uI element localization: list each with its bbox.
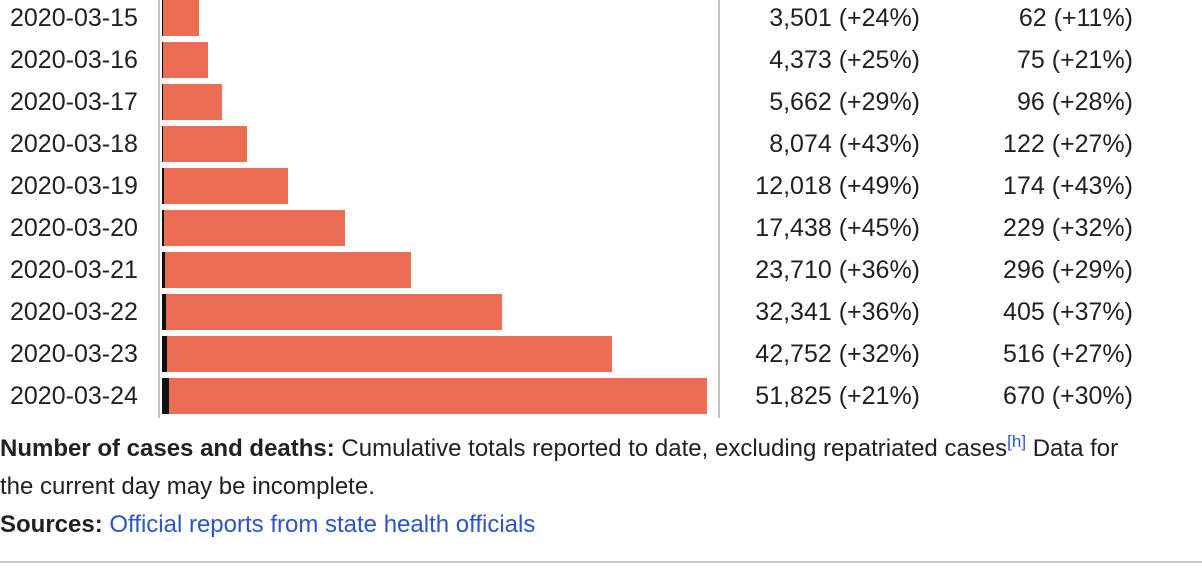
bar-chart-cell <box>162 294 503 330</box>
cases-bar-segment <box>162 42 208 78</box>
sources-line: Sources: Official reports from state hea… <box>0 506 1180 544</box>
sources-label: Sources: <box>0 511 103 538</box>
chart-column-divider <box>718 0 720 418</box>
deaths-value: 229 (+32%) <box>1003 214 1133 242</box>
date-label: 2020-03-21 <box>10 256 138 284</box>
table-row: 2020-03-17 5,662 (+29%) 96 (+28%) <box>0 84 1202 126</box>
deaths-value: 670 (+30%) <box>1003 382 1133 410</box>
section-divider-rule <box>0 561 1202 563</box>
date-label: 2020-03-15 <box>10 4 138 32</box>
bar-chart-cell <box>162 336 612 372</box>
cases-value: 4,373 (+25%) <box>769 46 920 74</box>
deaths-value: 62 (+11%) <box>1018 4 1133 32</box>
cases-value: 51,825 (+21%) <box>755 382 920 410</box>
bar-chart-cell <box>162 42 208 78</box>
bar-chart-cell <box>162 210 346 246</box>
cases-bar-segment <box>164 210 346 246</box>
deaths-bar-segment <box>162 168 164 204</box>
deaths-bar-segment <box>162 126 164 162</box>
deaths-value: 516 (+27%) <box>1003 340 1133 368</box>
date-label: 2020-03-22 <box>10 298 138 326</box>
bar-chart-cell <box>162 252 412 288</box>
deaths-bar-segment <box>162 84 163 120</box>
cases-bar-segment <box>163 168 289 204</box>
cases-bar-segment <box>163 126 247 162</box>
deaths-value: 296 (+29%) <box>1003 256 1133 284</box>
deaths-bar-segment <box>162 336 168 372</box>
deaths-bar-segment <box>162 0 163 36</box>
caption-bold-label: Number of cases and deaths: <box>0 435 335 462</box>
cases-bar-segment <box>163 84 222 120</box>
deaths-value: 174 (+43%) <box>1003 172 1133 200</box>
table-row: 2020-03-18 8,074 (+43%) 122 (+27%) <box>0 126 1202 168</box>
cases-value: 23,710 (+36%) <box>755 256 920 284</box>
deaths-bar-segment <box>162 378 170 414</box>
date-label: 2020-03-24 <box>10 382 138 410</box>
bar-chart-cell <box>162 84 222 120</box>
table-row: 2020-03-22 32,341 (+36%) 405 (+37%) <box>0 294 1202 336</box>
footnote-ref-link[interactable]: [h] <box>1007 432 1027 451</box>
deaths-value: 405 (+37%) <box>1003 298 1133 326</box>
cases-value: 8,074 (+43%) <box>769 130 920 158</box>
date-label: 2020-03-20 <box>10 214 138 242</box>
deaths-value: 75 (+21%) <box>1016 46 1133 74</box>
cases-bar-segment <box>165 252 412 288</box>
table-row: 2020-03-19 12,018 (+49%) 174 (+43%) <box>0 168 1202 210</box>
cases-value: 17,438 (+45%) <box>755 214 920 242</box>
date-label: 2020-03-18 <box>10 130 138 158</box>
deaths-bar-segment <box>162 252 166 288</box>
caption-line-2: the current day may be incomplete. <box>0 473 375 500</box>
caption-line-1: Number of cases and deaths: Cumulative t… <box>0 430 1180 468</box>
chart-caption: Number of cases and deaths: Cumulative t… <box>0 430 1180 544</box>
date-label: 2020-03-23 <box>10 340 138 368</box>
deaths-value: 122 (+27%) <box>1003 130 1133 158</box>
caption-text-tail: Data for <box>1026 435 1119 462</box>
bar-chart-cell <box>162 126 247 162</box>
table-row: 2020-03-24 51,825 (+21%) 670 (+30%) <box>0 378 1202 420</box>
cases-chart-table: 2020-03-15 3,501 (+24%) 62 (+11%) 2020-0… <box>0 0 1202 420</box>
table-row: 2020-03-16 4,373 (+25%) 75 (+21%) <box>0 42 1202 84</box>
bar-chart-cell <box>162 378 707 414</box>
bar-chart-cell <box>162 168 289 204</box>
deaths-bar-segment <box>162 294 167 330</box>
cases-value: 42,752 (+32%) <box>755 340 920 368</box>
table-row: 2020-03-20 17,438 (+45%) 229 (+32%) <box>0 210 1202 252</box>
cases-bar-segment <box>166 294 503 330</box>
caption-text: Cumulative totals reported to date, excl… <box>334 435 1008 462</box>
table-row: 2020-03-21 23,710 (+36%) 296 (+29%) <box>0 252 1202 294</box>
deaths-bar-segment <box>162 210 165 246</box>
chart-axis-line <box>158 0 160 418</box>
deaths-bar-segment <box>162 42 163 78</box>
date-label: 2020-03-17 <box>10 88 138 116</box>
deaths-value: 96 (+28%) <box>1016 88 1133 116</box>
table-row: 2020-03-23 42,752 (+32%) 516 (+27%) <box>0 336 1202 378</box>
sources-link[interactable]: Official reports from state health offic… <box>109 511 536 538</box>
bar-chart-cell <box>162 0 199 36</box>
date-label: 2020-03-19 <box>10 172 138 200</box>
cases-bar-segment <box>167 336 612 372</box>
date-label: 2020-03-16 <box>10 46 138 74</box>
cases-value: 5,662 (+29%) <box>769 88 920 116</box>
table-row: 2020-03-15 3,501 (+24%) 62 (+11%) <box>0 0 1202 42</box>
cases-bar-segment <box>162 0 199 36</box>
cases-bar-segment <box>169 378 707 414</box>
cases-value: 3,501 (+24%) <box>769 4 920 32</box>
cases-value: 12,018 (+49%) <box>755 172 920 200</box>
cases-value: 32,341 (+36%) <box>755 298 920 326</box>
